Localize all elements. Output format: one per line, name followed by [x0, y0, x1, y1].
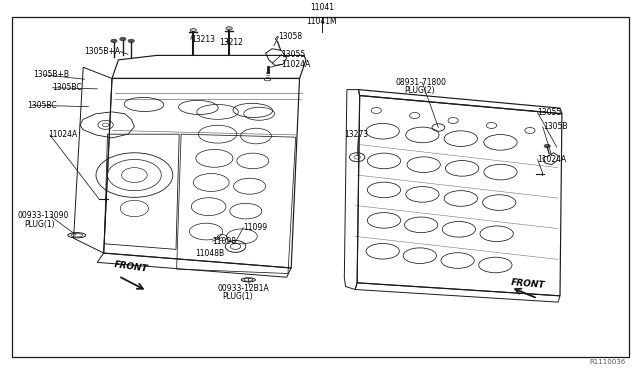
Text: 11048B: 11048B	[195, 249, 225, 258]
Circle shape	[111, 39, 117, 43]
Text: 13212: 13212	[220, 38, 243, 46]
Text: 1305BC: 1305BC	[52, 83, 82, 92]
Text: PLUG(1): PLUG(1)	[223, 292, 253, 301]
Circle shape	[120, 37, 126, 41]
Text: 11041M: 11041M	[307, 17, 337, 26]
Text: 11024A: 11024A	[538, 155, 567, 164]
Text: 13058: 13058	[278, 32, 303, 41]
Text: 13055: 13055	[538, 108, 562, 117]
Text: 08931-71800: 08931-71800	[396, 78, 447, 87]
Text: 13213: 13213	[191, 35, 215, 44]
Text: 11024A: 11024A	[282, 60, 311, 69]
Text: 1305B+B: 1305B+B	[33, 70, 69, 79]
Circle shape	[128, 39, 134, 43]
Text: 1305B+A: 1305B+A	[84, 47, 120, 56]
Text: 1305BC: 1305BC	[27, 101, 56, 110]
Text: 13273: 13273	[344, 131, 369, 140]
Text: PLUG(2): PLUG(2)	[404, 86, 435, 95]
Text: 11099: 11099	[243, 223, 268, 232]
Ellipse shape	[190, 29, 196, 32]
Circle shape	[544, 144, 550, 148]
Text: 11024A: 11024A	[49, 131, 78, 140]
Text: FRONT: FRONT	[114, 260, 149, 273]
Text: 00933-12B1A: 00933-12B1A	[218, 284, 269, 293]
Text: R1110036: R1110036	[589, 359, 626, 365]
Text: 1305B: 1305B	[543, 122, 567, 131]
Text: 00933-13090: 00933-13090	[18, 211, 69, 220]
Ellipse shape	[226, 27, 232, 30]
Text: PLUG(1): PLUG(1)	[24, 219, 55, 229]
Text: FRONT: FRONT	[511, 278, 546, 289]
Text: 11041: 11041	[310, 3, 334, 12]
Text: 13055: 13055	[282, 50, 306, 59]
Text: 11098: 11098	[212, 237, 237, 246]
